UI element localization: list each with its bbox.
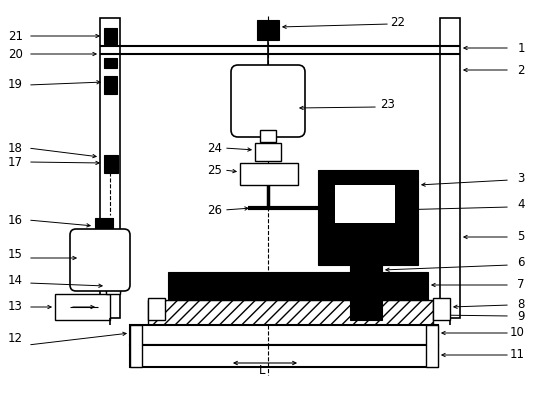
Bar bbox=[433, 298, 450, 320]
Text: 6: 6 bbox=[518, 256, 525, 269]
Bar bbox=[100, 18, 120, 318]
FancyBboxPatch shape bbox=[70, 229, 130, 291]
Text: 16: 16 bbox=[8, 213, 23, 226]
Text: 4: 4 bbox=[518, 199, 525, 211]
Bar bbox=[130, 325, 142, 367]
Text: 8: 8 bbox=[518, 298, 525, 312]
Bar bbox=[104, 28, 117, 44]
Text: 3: 3 bbox=[518, 172, 525, 185]
Bar bbox=[148, 300, 433, 325]
Bar bbox=[106, 284, 120, 294]
Text: 5: 5 bbox=[518, 230, 525, 244]
FancyBboxPatch shape bbox=[231, 65, 305, 137]
Text: 26: 26 bbox=[207, 203, 222, 217]
Bar bbox=[130, 345, 438, 367]
Text: 25: 25 bbox=[207, 164, 222, 176]
Text: 14: 14 bbox=[8, 273, 23, 287]
Bar bbox=[260, 130, 276, 142]
Text: 13: 13 bbox=[8, 300, 23, 314]
Text: 12: 12 bbox=[8, 332, 23, 345]
Bar bbox=[55, 294, 110, 320]
Bar bbox=[95, 218, 113, 236]
Text: 9: 9 bbox=[518, 310, 525, 322]
Bar bbox=[255, 143, 281, 161]
Text: 2: 2 bbox=[518, 64, 525, 76]
Bar bbox=[350, 262, 382, 320]
Text: 24: 24 bbox=[207, 142, 222, 154]
Text: 23: 23 bbox=[380, 98, 395, 111]
Bar bbox=[335, 185, 395, 223]
Bar bbox=[426, 325, 438, 367]
Bar bbox=[106, 232, 120, 240]
Text: 18: 18 bbox=[8, 142, 23, 154]
Text: 10: 10 bbox=[510, 326, 525, 339]
Text: 22: 22 bbox=[390, 16, 405, 29]
Text: 20: 20 bbox=[8, 47, 23, 60]
Bar bbox=[104, 58, 117, 68]
Bar bbox=[168, 272, 428, 300]
Bar bbox=[104, 155, 118, 173]
Text: 7: 7 bbox=[518, 279, 525, 291]
Bar bbox=[106, 284, 120, 292]
Bar bbox=[240, 163, 298, 185]
Text: 21: 21 bbox=[8, 29, 23, 43]
Bar bbox=[318, 170, 418, 265]
Bar bbox=[104, 76, 117, 94]
Bar bbox=[148, 298, 165, 320]
Text: 15: 15 bbox=[8, 248, 23, 261]
Text: 11: 11 bbox=[510, 349, 525, 361]
Text: 17: 17 bbox=[8, 156, 23, 168]
Bar bbox=[257, 20, 279, 40]
Text: 1: 1 bbox=[518, 41, 525, 55]
Text: L: L bbox=[259, 363, 265, 377]
Bar bbox=[440, 18, 460, 318]
Bar bbox=[130, 325, 438, 345]
Text: 19: 19 bbox=[8, 78, 23, 92]
